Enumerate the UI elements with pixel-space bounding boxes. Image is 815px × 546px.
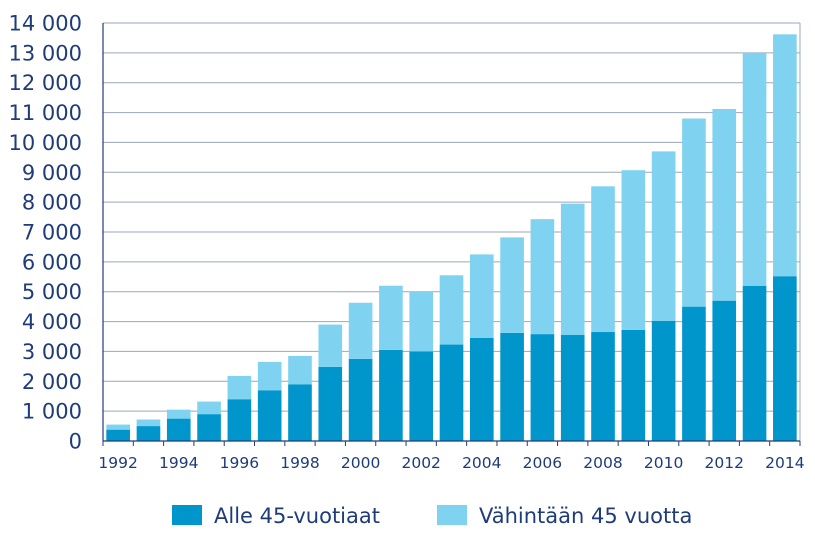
bar-alle-45-2013 xyxy=(742,285,767,441)
bar-alle-45-2009 xyxy=(621,329,646,441)
bar-alle-45-2008 xyxy=(591,332,615,441)
bar-alle-45-2003 xyxy=(439,344,464,441)
y-tick-label: 1 000 xyxy=(22,400,82,424)
bar-alle-45-1992 xyxy=(106,429,130,441)
bar-vahintaan-45-1997 xyxy=(257,361,282,391)
bar-alle-45-2000 xyxy=(348,358,373,441)
y-tick-label: 6 000 xyxy=(22,250,82,274)
bar-vahintaan-45-1993 xyxy=(136,419,161,427)
bar-alle-45-2014 xyxy=(773,276,797,441)
x-tick-label: 1994 xyxy=(159,454,198,472)
bar-vahintaan-45-2012 xyxy=(712,108,737,301)
legend-label-vahintaan-45: Vähintään 45 vuotta xyxy=(479,504,692,528)
bar-alle-45-2004 xyxy=(469,337,494,441)
bar-alle-45-1993 xyxy=(136,426,161,441)
bar-alle-45-1998 xyxy=(288,384,312,441)
bar-vahintaan-45-2005 xyxy=(500,237,524,333)
y-tick-label: 5 000 xyxy=(22,280,82,304)
bars xyxy=(106,34,797,441)
y-tick-label: 13 000 xyxy=(9,41,82,65)
y-tick-label: 0 xyxy=(69,430,82,454)
x-tick-label: 2012 xyxy=(705,454,744,472)
y-tick-label: 2 000 xyxy=(22,370,82,394)
bar-vahintaan-45-2001 xyxy=(379,285,403,350)
y-axis-ticks: 0 1 000 2 000 3 000 4 000 5 000 6 000 7 000 8 00… xyxy=(9,12,82,454)
bar-alle-45-1997 xyxy=(257,390,282,441)
x-axis-ticks: 1992 1994 1996 1998 2000 2002 2004 2006 2008 2010… xyxy=(98,441,805,472)
bar-alle-45-2007 xyxy=(560,335,585,441)
x-tick-label: 2008 xyxy=(583,454,622,472)
x-tick-label: 1998 xyxy=(280,454,319,472)
y-tick-label: 10 000 xyxy=(9,131,82,155)
bar-vahintaan-45-2009 xyxy=(621,170,646,330)
x-tick-label: 2000 xyxy=(341,454,380,472)
bar-vahintaan-45-1996 xyxy=(227,375,252,400)
x-tick-label: 2002 xyxy=(401,454,440,472)
bar-vahintaan-45-1994 xyxy=(166,409,191,419)
bar-vahintaan-45-1999 xyxy=(318,324,343,367)
bar-alle-45-2011 xyxy=(682,306,706,441)
bar-alle-45-2001 xyxy=(379,349,403,441)
x-tick-label: 1992 xyxy=(98,454,137,472)
bar-alle-45-2005 xyxy=(500,332,524,441)
bar-vahintaan-45-2010 xyxy=(651,151,676,321)
legend-label-alle-45: Alle 45-vuotiaat xyxy=(214,504,380,528)
bar-vahintaan-45-2011 xyxy=(682,118,706,307)
legend: Alle 45-vuotiaat Vähintään 45 vuotta xyxy=(172,504,692,528)
bar-vahintaan-45-2008 xyxy=(591,186,615,333)
bar-vahintaan-45-2006 xyxy=(530,219,555,335)
bar-vahintaan-45-2002 xyxy=(409,291,434,352)
bar-alle-45-1994 xyxy=(166,418,191,441)
y-tick-label: 8 000 xyxy=(22,191,82,215)
bar-vahintaan-45-2014 xyxy=(773,34,797,277)
y-tick-label: 7 000 xyxy=(22,221,82,245)
bar-alle-45-1999 xyxy=(318,366,343,441)
x-tick-label: 2010 xyxy=(644,454,683,472)
bar-alle-45-2002 xyxy=(409,351,434,441)
bar-vahintaan-45-2003 xyxy=(439,275,464,345)
bar-alle-45-1996 xyxy=(227,399,252,441)
y-tick-label: 3 000 xyxy=(22,340,82,364)
axes xyxy=(102,22,801,442)
bar-vahintaan-45-2007 xyxy=(560,203,585,336)
bar-vahintaan-45-1992 xyxy=(106,424,130,430)
legend-swatch-alle-45 xyxy=(172,505,202,525)
y-tick-label: 14 000 xyxy=(9,12,82,36)
bar-vahintaan-45-1995 xyxy=(197,401,221,415)
bar-alle-45-2010 xyxy=(651,320,676,441)
x-tick-label: 2006 xyxy=(523,454,562,472)
bar-alle-45-2006 xyxy=(530,334,555,441)
bar-vahintaan-45-2000 xyxy=(348,302,373,359)
y-tick-label: 12 000 xyxy=(9,71,82,95)
bar-alle-45-1995 xyxy=(197,414,221,441)
y-tick-label: 4 000 xyxy=(22,310,82,334)
y-tick-label: 11 000 xyxy=(9,101,82,125)
x-tick-label: 2004 xyxy=(462,454,501,472)
y-tick-label: 9 000 xyxy=(22,161,82,185)
bar-alle-45-2012 xyxy=(712,300,737,441)
bar-vahintaan-45-2004 xyxy=(469,254,494,338)
x-tick-label: 1996 xyxy=(220,454,259,472)
bar-vahintaan-45-1998 xyxy=(288,355,312,385)
bar-vahintaan-45-2013 xyxy=(742,52,767,286)
legend-swatch-vahintaan-45 xyxy=(437,505,467,525)
x-tick-label: 2014 xyxy=(765,454,804,472)
